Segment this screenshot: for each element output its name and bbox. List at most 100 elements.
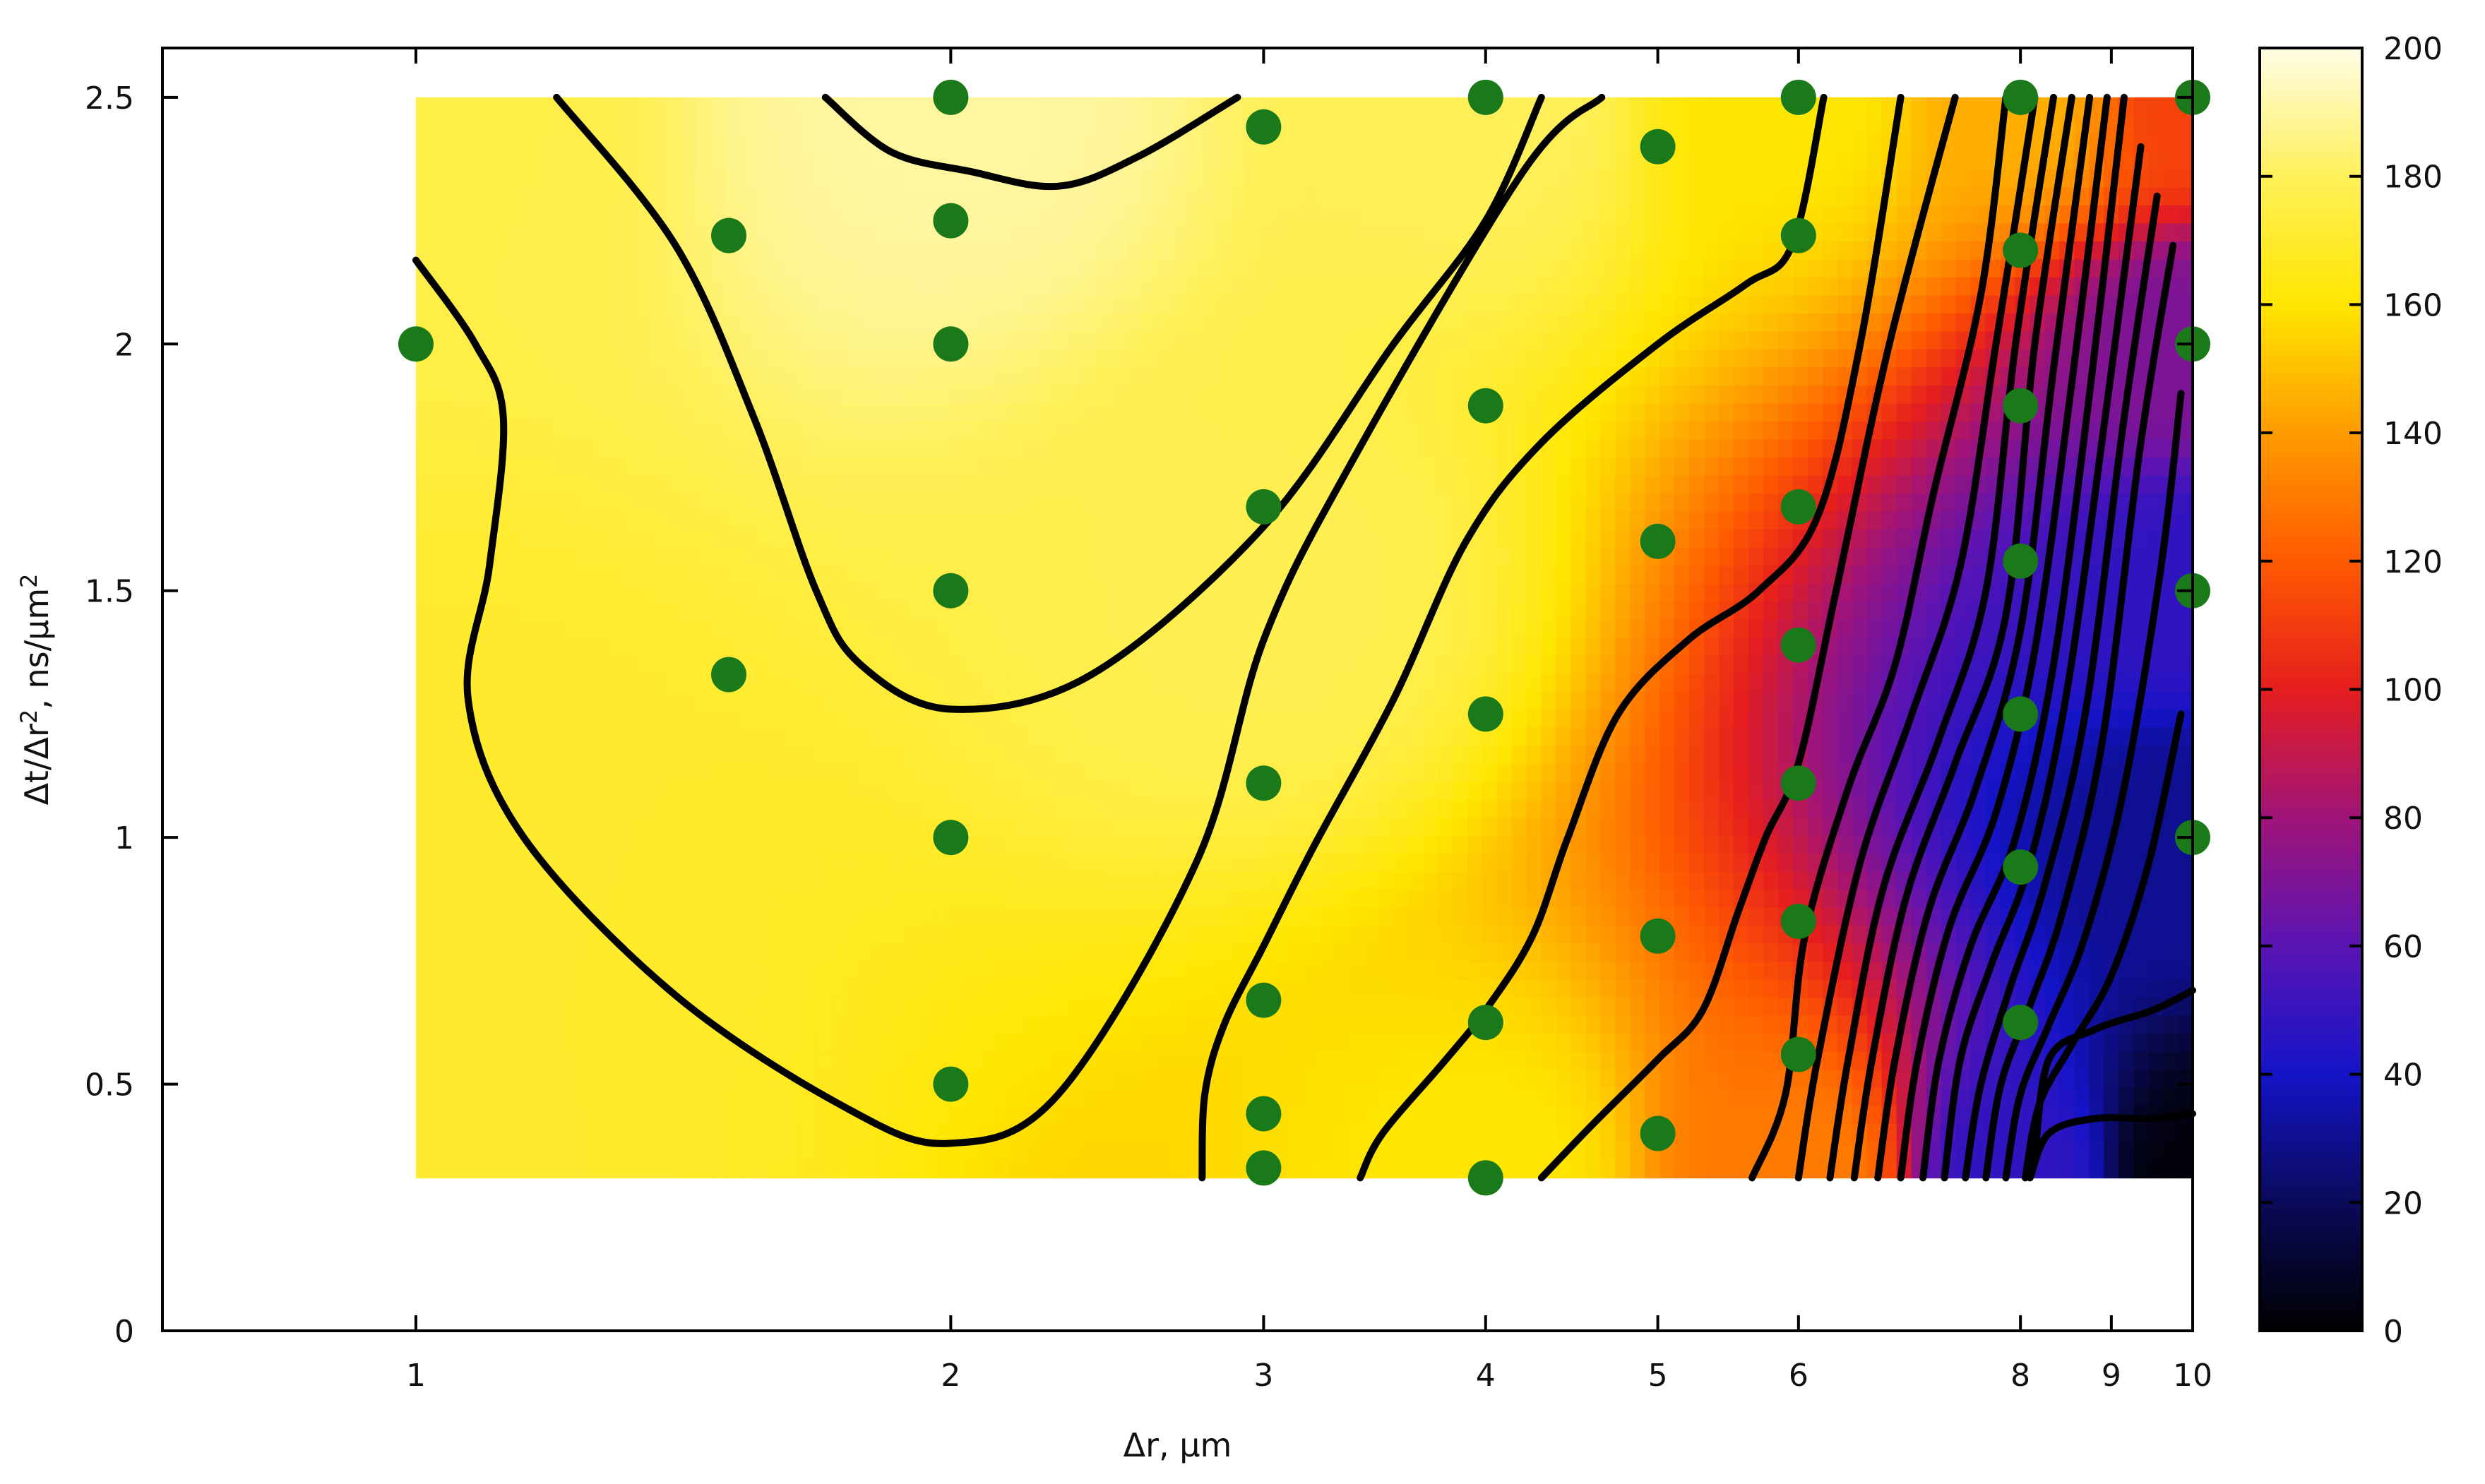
heatmap-cell [1955,493,1972,513]
heatmap-cell [1304,602,1320,621]
heatmap-cell [415,367,431,386]
heatmap-cell [741,835,757,855]
heatmap-cell [889,602,905,621]
heatmap-cell [1348,619,1364,638]
heatmap-cell [578,638,595,657]
heatmap-cell [682,187,698,206]
heatmap-cell [1941,295,1957,314]
heatmap-cell [1082,385,1098,405]
heatmap-cell [1126,691,1143,710]
heatmap-cell [845,547,861,566]
heatmap-cell [1852,241,1868,261]
heatmap-cell [845,331,861,350]
heatmap-cell [1659,97,1675,116]
heatmap-cell [2163,674,2179,693]
heatmap-cell [1141,746,1157,765]
heatmap-cell [608,313,624,333]
heatmap-cell [1748,602,1764,621]
heatmap-cell [652,763,669,782]
heatmap-cell [1363,205,1379,225]
heatmap-cell [2178,367,2193,386]
heatmap-cell [1186,547,1202,566]
heatmap-cell [1215,691,1231,710]
heatmap-cell [1822,313,1838,333]
heatmap-cell [1156,799,1172,818]
heatmap-cell [1215,835,1231,855]
heatmap-cell [1881,818,1897,837]
heatmap-cell [1171,259,1187,278]
heatmap-cell [756,835,772,855]
heatmap-cell [1615,583,1631,602]
heatmap-cell [1719,421,1734,441]
heatmap-cell [1037,367,1054,386]
heatmap-cell [1526,746,1542,765]
heatmap-cell [816,566,831,585]
heatmap-cell [2059,746,2075,765]
heatmap-cell [1792,583,1808,602]
heatmap-cell [460,782,476,801]
heatmap-cell [534,547,550,566]
heatmap-cell [1926,547,1942,566]
heatmap-cell [430,151,446,170]
heatmap-cell [1245,259,1261,278]
heatmap-cell [1674,763,1690,782]
heatmap-cell [2163,115,2179,134]
heatmap-cell [1437,799,1453,818]
heatmap-cell [1082,439,1098,458]
heatmap-cell [1037,782,1054,801]
heatmap-cell [859,835,876,855]
heatmap-cell [608,241,624,261]
heatmap-cell [578,710,595,729]
heatmap-cell [1215,151,1231,170]
heatmap-cell [1363,169,1379,189]
heatmap-cell [771,727,787,746]
heatmap-cell [1511,835,1527,855]
heatmap-cell [1615,746,1631,765]
heatmap-cell [1482,566,1498,585]
heatmap-cell [1171,638,1187,657]
heatmap-cell [682,818,698,837]
heatmap-cell [1186,169,1202,189]
heatmap-cell [1556,674,1572,693]
heatmap-cell [1822,223,1838,242]
heatmap-cell [934,367,950,386]
heatmap-cell [1955,223,1972,242]
heatmap-cell [430,133,446,152]
heatmap-cell [1156,818,1172,837]
heatmap-cell [578,331,595,350]
heatmap-cell [1067,602,1083,621]
heatmap-cell [2163,187,2179,206]
heatmap-cell [445,187,461,206]
heatmap-cell [1363,602,1379,621]
heatmap-cell [415,151,431,170]
heatmap-cell [1645,763,1660,782]
heatmap-cell [460,457,476,477]
heatmap-cell [1215,475,1231,494]
heatmap-cell [564,782,580,801]
heatmap-cell [1571,295,1587,314]
heatmap-cell [1852,421,1868,441]
heatmap-cell [1275,295,1290,314]
heatmap-cell [1275,403,1290,422]
heatmap-cell [1526,511,1542,530]
heatmap-cell [667,367,684,386]
heatmap-cell [801,763,816,782]
heatmap-cell [1941,331,1957,350]
heatmap-cell [504,782,520,801]
heatmap-cell [1970,529,1986,549]
heatmap-cell [534,727,550,746]
heatmap-cell [1659,691,1675,710]
heatmap-cell [1008,241,1024,261]
heatmap-cell [1052,529,1068,549]
heatmap-cell [1985,602,2001,621]
heatmap-cell [1333,691,1349,710]
heatmap-cell [1704,439,1720,458]
heatmap-cell [1630,818,1646,837]
heatmap-cell [1363,295,1379,314]
heatmap-cell [1052,133,1068,152]
heatmap-cell [1585,655,1602,674]
heatmap-cell [1511,746,1527,765]
heatmap-cell [1719,638,1734,657]
heatmap-cell [771,133,787,152]
heatmap-cell [578,151,595,170]
